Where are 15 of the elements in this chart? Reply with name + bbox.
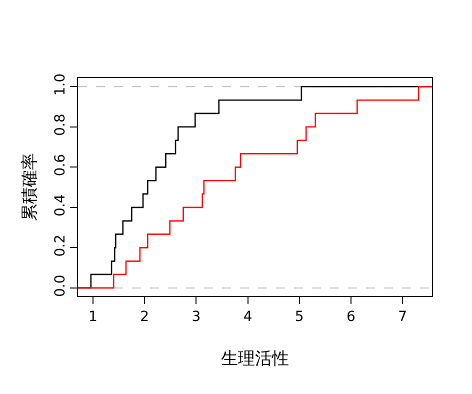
y-tick-label: 1.0 bbox=[52, 73, 68, 96]
y-tick-label: 0.8 bbox=[52, 114, 68, 136]
x-tick-label: 2 bbox=[140, 308, 150, 325]
x-tick-label: 5 bbox=[294, 308, 304, 325]
x-tick-label: 7 bbox=[398, 308, 408, 325]
y-tick-label: 0.6 bbox=[52, 154, 68, 176]
x-tick-label: 1 bbox=[88, 308, 98, 325]
y-axis-title: 累積確率 bbox=[20, 153, 40, 221]
y-tick-label: 0.4 bbox=[52, 194, 68, 216]
x-tick-label: 4 bbox=[243, 308, 252, 325]
x-tick-label: 3 bbox=[192, 308, 201, 325]
y-tick-label: 0.0 bbox=[52, 274, 68, 297]
x-tick-label: 6 bbox=[346, 308, 356, 325]
y-tick-label: 0.2 bbox=[52, 234, 68, 257]
x-axis-title: 生理活性 bbox=[221, 349, 289, 370]
